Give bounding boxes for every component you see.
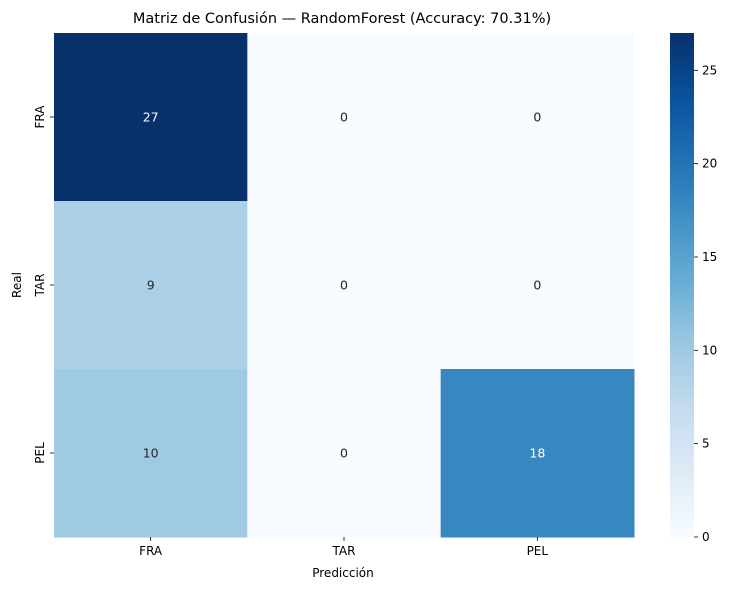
colorbar-tick-label: 20 xyxy=(702,157,717,171)
colorbar-tick-label: 15 xyxy=(702,250,717,264)
colorbar-tick-label: 25 xyxy=(702,63,717,77)
heatmap-cell xyxy=(440,33,635,202)
colorbar: 0 5 10 15 20 25 xyxy=(670,33,717,544)
cell-value-label: 10 xyxy=(143,446,159,461)
heatmap-cell xyxy=(54,369,248,538)
colorbar-gradient xyxy=(670,33,694,537)
colorbar-tick-label: 5 xyxy=(702,437,710,451)
colorbar-tick-label: 10 xyxy=(702,343,717,357)
y-tick-label: FRA xyxy=(33,105,47,129)
x-tick-label: PEL xyxy=(527,544,549,558)
heatmap-cell xyxy=(247,369,442,538)
cell-value-label: 0 xyxy=(340,110,348,125)
heatmap-cell xyxy=(440,369,635,538)
y-axis-label: Real xyxy=(10,272,24,298)
heatmap-cells: 27 0 0 9 0 0 10 0 18 xyxy=(54,33,635,538)
heatmap-cell xyxy=(54,201,248,370)
cell-value-label: 0 xyxy=(340,446,348,461)
y-tick-label: TAR xyxy=(33,274,47,298)
x-axis-label: Predicción xyxy=(312,566,374,580)
colorbar-tick-label: 0 xyxy=(702,530,710,544)
cell-value-label: 0 xyxy=(533,278,541,293)
heatmap-cell xyxy=(247,33,442,202)
cell-value-label: 9 xyxy=(147,278,155,293)
chart-title: Matriz de Confusión — RandomForest (Accu… xyxy=(133,11,551,27)
y-tick-label: PEL xyxy=(33,442,47,464)
heatmap-cell xyxy=(54,33,248,202)
heatmap-cell xyxy=(247,201,442,370)
x-tick-label: FRA xyxy=(139,544,163,558)
cell-value-label: 0 xyxy=(340,278,348,293)
x-axis: FRA TAR PEL xyxy=(139,537,548,558)
y-axis: FRA TAR PEL xyxy=(33,105,54,464)
heatmap-cell xyxy=(440,201,635,370)
cell-value-label: 0 xyxy=(533,110,541,125)
cell-value-label: 27 xyxy=(143,110,159,125)
cell-value-label: 18 xyxy=(529,446,545,461)
x-tick-label: TAR xyxy=(332,544,356,558)
